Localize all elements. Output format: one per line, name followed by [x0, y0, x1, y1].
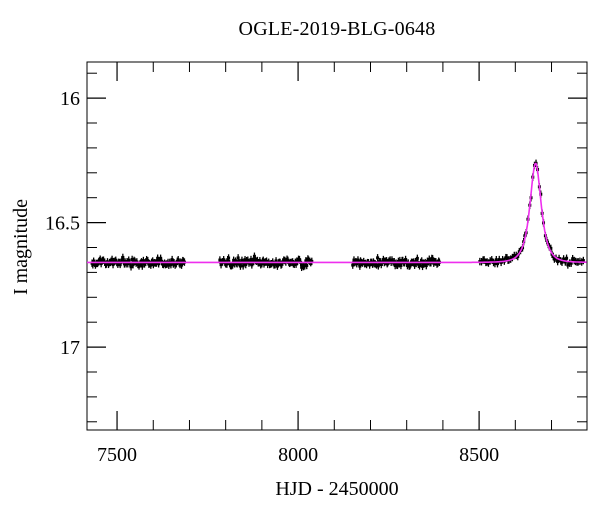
x-axis-title: HJD - 2450000	[275, 478, 399, 500]
plot-frame	[86, 61, 588, 431]
y-tick-label: 16	[60, 88, 80, 110]
y-tick-label: 17	[60, 337, 80, 359]
chart-title: OGLE-2019-BLG-0648	[238, 18, 436, 40]
x-tick-label: 8500	[459, 444, 499, 466]
tick-labels: 7500 8000 8500 16 16.5 17	[45, 88, 499, 466]
model-curve	[87, 162, 587, 264]
x-tick-label: 8000	[278, 444, 318, 466]
x-tick-label: 7500	[97, 444, 137, 466]
y-tick-label: 16.5	[45, 213, 80, 235]
photometry-points	[90, 159, 585, 272]
